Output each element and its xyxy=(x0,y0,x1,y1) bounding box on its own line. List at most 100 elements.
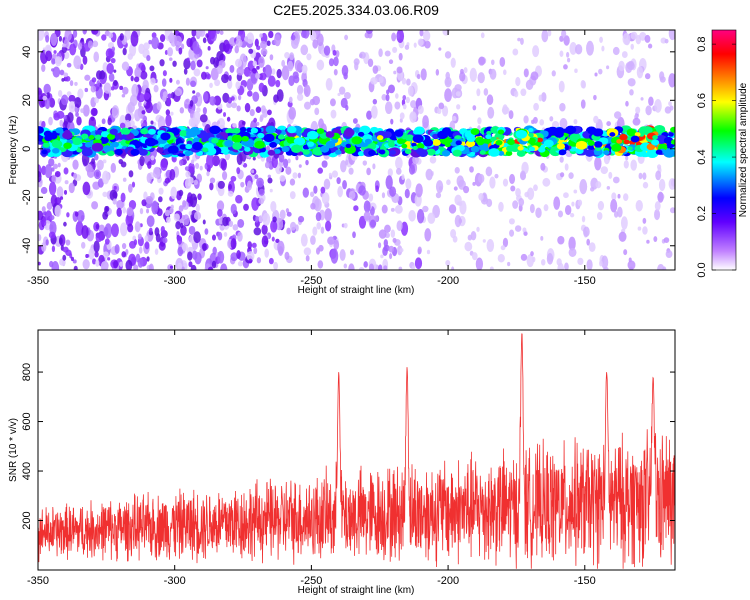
spectrogram-cell xyxy=(226,101,232,109)
spectrogram-cell xyxy=(563,35,570,46)
spectrogram-cell xyxy=(262,212,271,226)
spectrogram-cell xyxy=(498,201,504,212)
spectrogram-band-cell xyxy=(184,150,192,157)
spectrogram-cell xyxy=(419,30,424,37)
spectrogram-cell xyxy=(133,264,139,270)
spectrogram-cell xyxy=(258,56,265,68)
spectrogram-cell xyxy=(646,239,650,244)
spectrogram-cell xyxy=(559,50,564,57)
spectrogram-cell xyxy=(243,203,249,211)
spectrogram-cell xyxy=(657,191,664,203)
spectrogram-cell xyxy=(648,96,654,107)
spectrogram-band-cell xyxy=(325,131,335,138)
spectrogram-cell xyxy=(216,200,225,212)
spectrogram-cell xyxy=(581,215,586,223)
spectrogram-cell xyxy=(568,247,577,257)
spectrogram-cell xyxy=(82,259,90,270)
spectrogram-cell xyxy=(95,259,100,267)
spectrogram-cell xyxy=(235,58,242,68)
spectrogram-band-cell xyxy=(100,131,110,138)
spectrogram-cell xyxy=(424,228,432,242)
spectrogram-band-cell xyxy=(233,128,239,133)
spectrogram-cell xyxy=(385,175,393,190)
spectrogram-cell xyxy=(315,211,322,222)
spectrogram-cell xyxy=(230,96,235,101)
spectrogram-band-cell xyxy=(88,135,95,140)
spectrogram-cell xyxy=(395,93,399,99)
spectrogram-cell xyxy=(414,257,423,270)
spectrogram-cell xyxy=(276,89,284,102)
spectrogram-band-cell xyxy=(340,149,346,154)
spectrogram-cell xyxy=(533,102,539,111)
spectrogram-cell xyxy=(95,233,103,243)
spectrogram-cell xyxy=(102,251,109,259)
spectrogram-cell xyxy=(190,159,195,165)
spectrogram-cell xyxy=(131,83,139,97)
spectrogram-band-cell xyxy=(538,146,546,153)
spectrogram-band-cell xyxy=(263,133,275,143)
spectrogram-cell xyxy=(415,183,423,198)
spectrogram-cell xyxy=(119,122,126,129)
spectrogram-cell xyxy=(310,191,315,198)
spectrogram-cell xyxy=(96,80,101,87)
spectrogram-cell xyxy=(68,182,75,194)
spectrogram-cell xyxy=(93,169,102,180)
spectrogram-cell xyxy=(195,162,200,170)
spectrogram-band-cell xyxy=(38,126,44,134)
spectrogram-cell xyxy=(267,75,276,87)
spectrogram-cell xyxy=(617,206,623,218)
spectrogram-cell xyxy=(513,90,519,98)
spectrogram-cell xyxy=(442,105,449,117)
spectrogram-cell xyxy=(297,172,301,179)
spectrogram-cell xyxy=(366,167,371,176)
spectrogram-cell xyxy=(178,236,183,242)
spectrogram-cell xyxy=(100,261,109,270)
spectrogram-band-cell xyxy=(404,149,412,155)
spectrogram-cell xyxy=(330,98,336,107)
spectrogram-band-cell xyxy=(224,139,234,147)
spectrogram-cell xyxy=(551,70,556,77)
spectrogram-cell xyxy=(166,97,172,107)
spectrogram-cell xyxy=(603,154,610,165)
spectrogram-cell xyxy=(476,88,481,97)
spectrogram-cell xyxy=(396,66,403,74)
spectrogram-band-cell xyxy=(232,142,243,150)
spectrogram-cell xyxy=(264,64,272,78)
spectrogram-cell xyxy=(257,180,263,188)
spectrogram-cell xyxy=(189,193,198,208)
spectrogram-band-cell xyxy=(250,127,259,134)
spectrogram-band-cell xyxy=(160,132,171,141)
spectrogram-cell xyxy=(665,250,673,258)
spectrogram-cell xyxy=(487,106,495,119)
spectrogram-cell xyxy=(383,265,388,270)
spectrogram-cell xyxy=(317,167,323,174)
spectrogram-cell xyxy=(165,114,172,127)
spectrogram-cell xyxy=(184,166,190,171)
spectrogram-cell xyxy=(122,47,127,56)
spectrogram-cell xyxy=(438,47,442,51)
spectrogram-cell xyxy=(381,94,387,101)
spectrogram-cell xyxy=(642,181,649,189)
spectrogram-cell xyxy=(300,30,307,39)
spectrogram-cell xyxy=(106,62,114,75)
spectrogram-cell xyxy=(134,67,142,79)
spectrogram-cell xyxy=(557,210,564,218)
spectrogram-cell xyxy=(209,96,216,106)
spectrogram-cell xyxy=(456,104,461,110)
spectrogram-cell xyxy=(471,252,478,261)
spectrogram-cell xyxy=(103,226,109,237)
spectrogram-cell xyxy=(429,156,437,164)
spectrogram-cell xyxy=(72,259,77,264)
spectrogram-cell xyxy=(620,216,628,230)
spectrogram-cell xyxy=(127,183,133,193)
spectrogram-band-cell xyxy=(111,142,119,148)
spectrogram-cell xyxy=(119,222,128,237)
spectrogram-cell xyxy=(480,32,485,39)
spectrogram-cell xyxy=(84,87,89,93)
spectrogram-cell xyxy=(244,102,251,113)
spectrogram-cell xyxy=(52,66,61,78)
spectrogram-cell xyxy=(372,65,379,74)
spectrogram-cell xyxy=(159,34,166,43)
spectrogram-cell xyxy=(420,68,427,81)
spectrogram-cell xyxy=(349,249,355,256)
